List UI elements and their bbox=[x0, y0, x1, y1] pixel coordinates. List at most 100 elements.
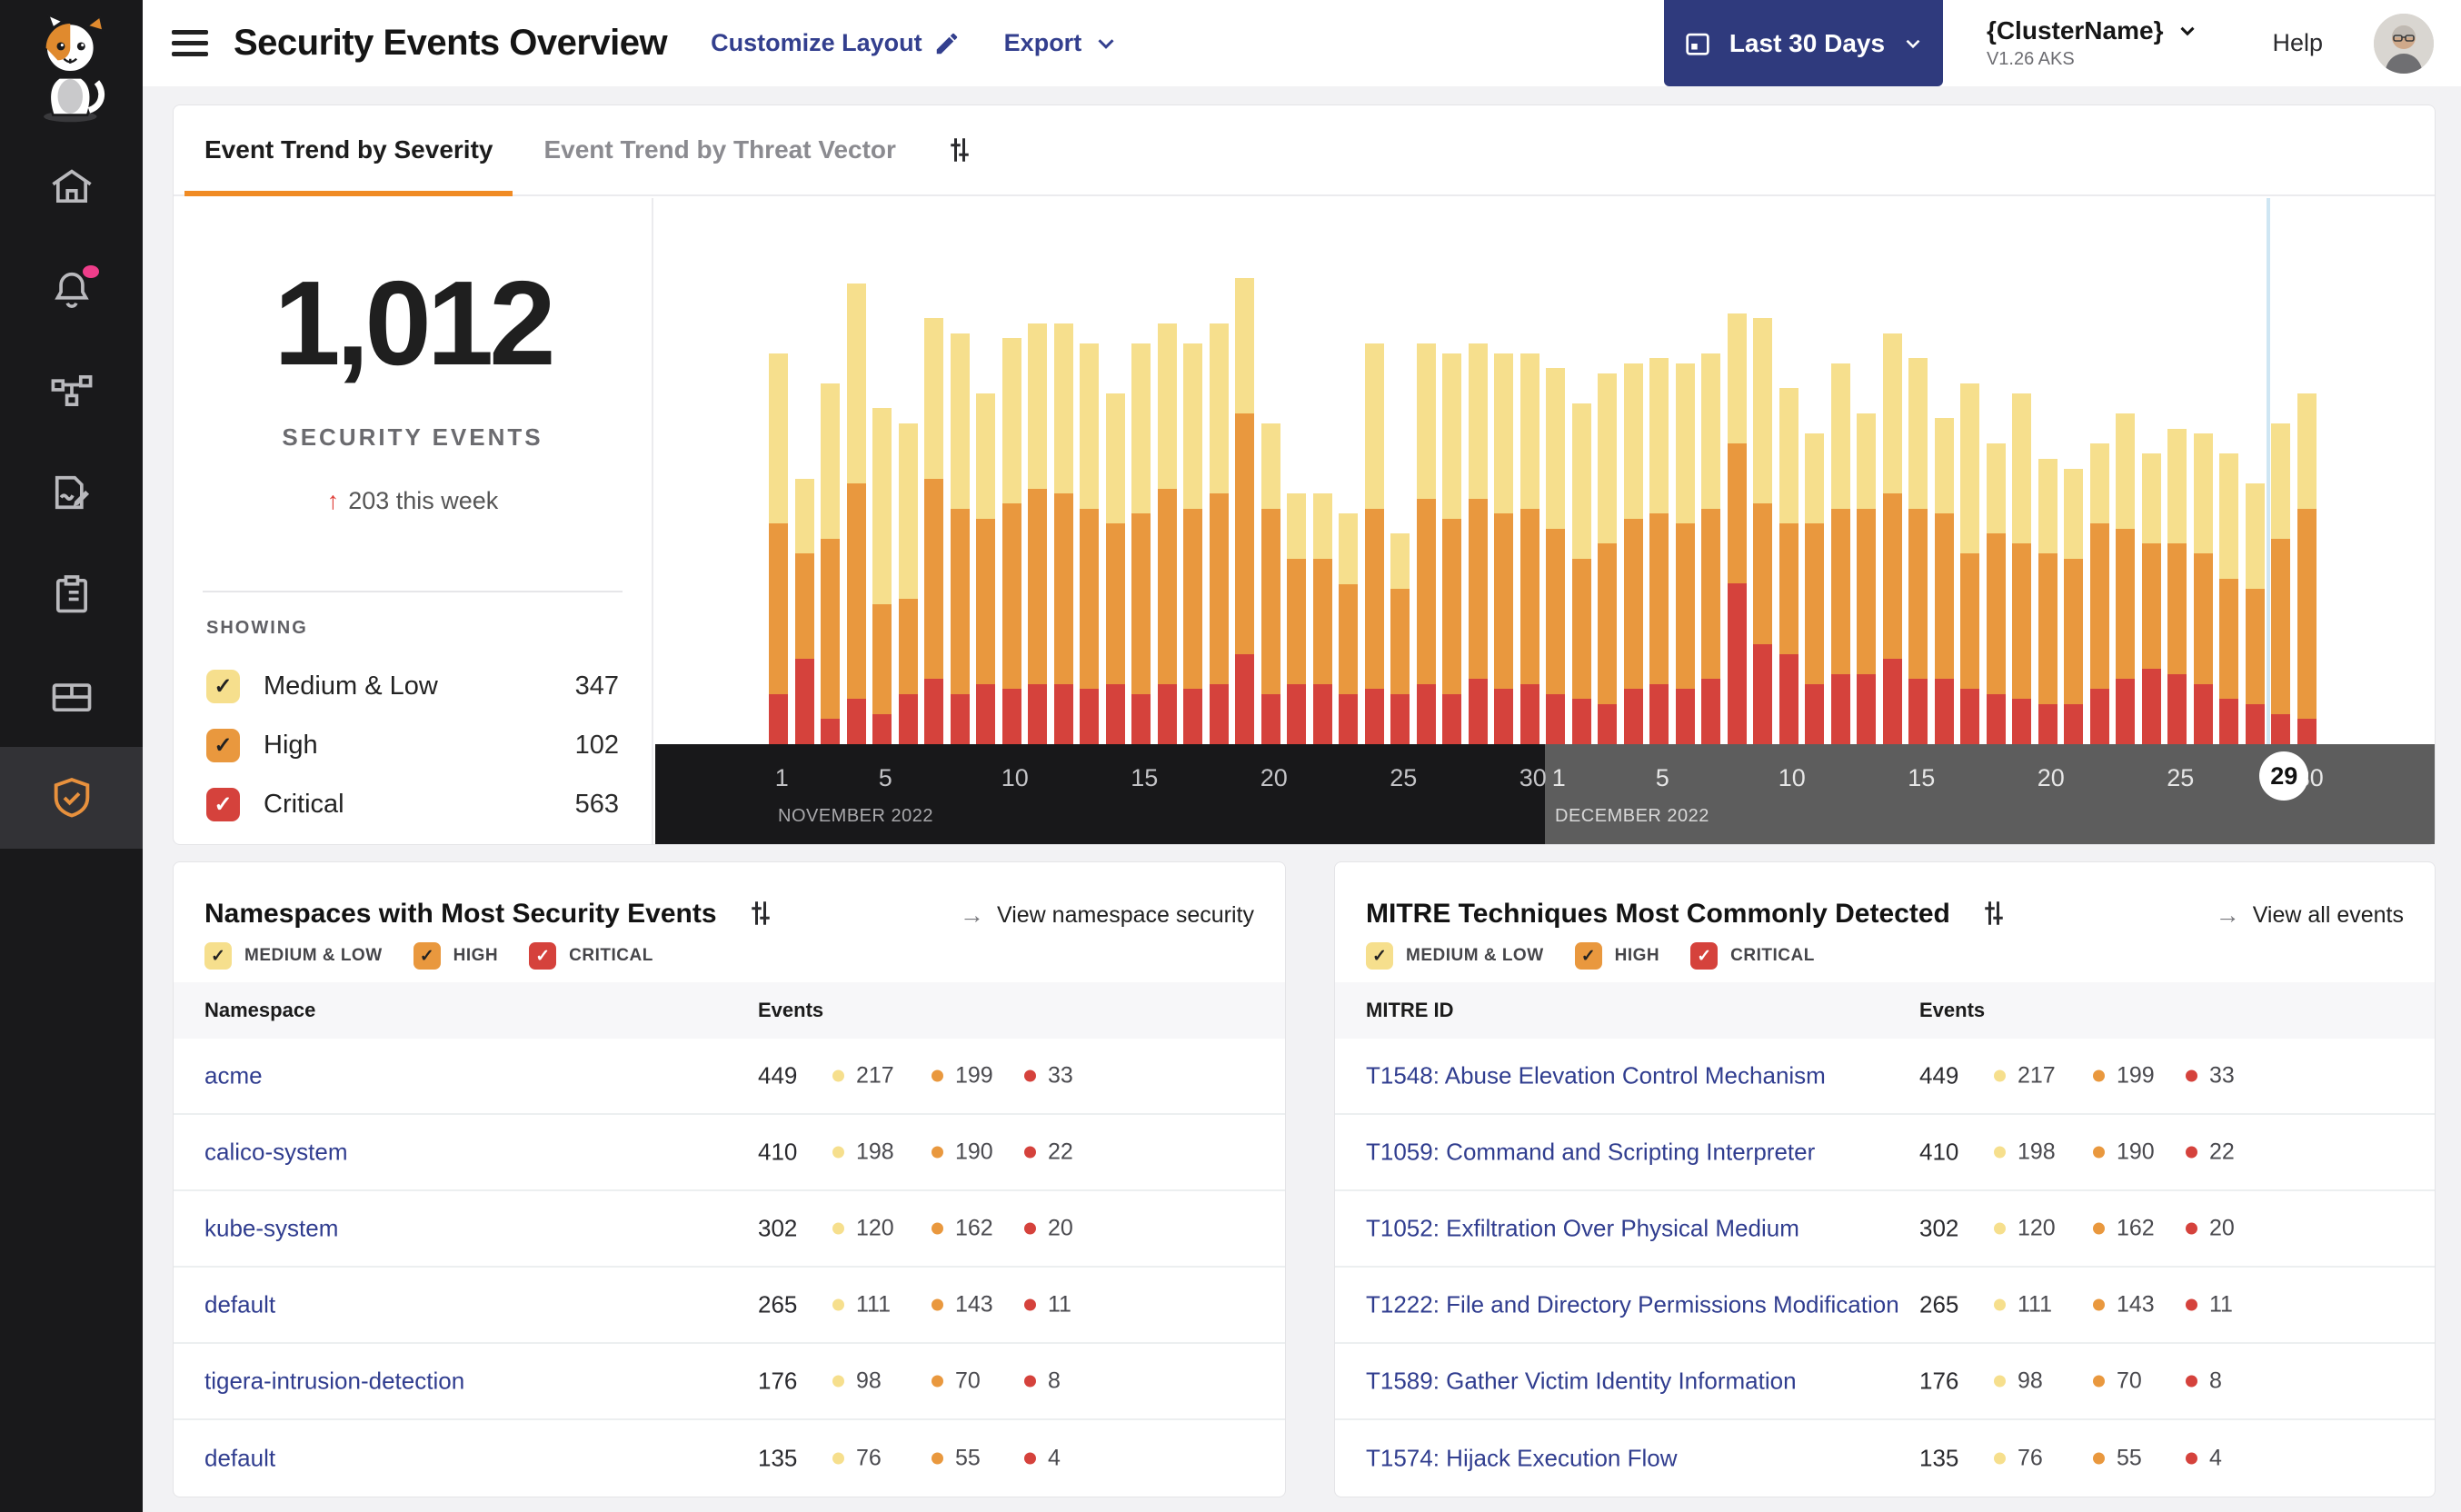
chart-bar[interactable] bbox=[1571, 403, 1591, 744]
tab-event-trend-by-severity[interactable]: Event Trend by Severity bbox=[184, 105, 513, 196]
help-link[interactable]: Help bbox=[2272, 29, 2323, 56]
chart-bar[interactable] bbox=[1986, 443, 2006, 744]
sidebar-item-home[interactable] bbox=[0, 136, 143, 238]
chart-bar[interactable] bbox=[976, 393, 995, 744]
view-namespace-security-link[interactable]: → View namespace security bbox=[959, 901, 1254, 929]
chart-bar[interactable] bbox=[1442, 353, 1461, 744]
chart-bar[interactable] bbox=[1519, 353, 1539, 744]
chart-bar[interactable] bbox=[846, 283, 866, 744]
chart-bar[interactable] bbox=[2245, 483, 2265, 744]
chart-bar[interactable] bbox=[1390, 533, 1410, 744]
critical-checkbox[interactable]: ✓ bbox=[1690, 942, 1719, 970]
mitre-technique-link[interactable]: T1548: Abuse Elevation Control Mechanism bbox=[1366, 1061, 1826, 1089]
chart-bar[interactable] bbox=[1753, 318, 1772, 744]
chart-bar[interactable] bbox=[1701, 353, 1720, 744]
chart-bar[interactable] bbox=[1908, 358, 1928, 744]
chart-bar[interactable] bbox=[1053, 323, 1073, 744]
view-all-events-link[interactable]: → View all events bbox=[2215, 901, 2404, 929]
card-settings-icon[interactable] bbox=[744, 897, 777, 930]
chart-bar[interactable] bbox=[1494, 353, 1513, 744]
high-checkbox[interactable]: ✓ bbox=[413, 942, 441, 970]
chart-bar[interactable] bbox=[924, 318, 943, 744]
chart-bar[interactable] bbox=[1339, 513, 1358, 744]
namespace-link[interactable]: acme bbox=[204, 1061, 263, 1089]
high-checkbox[interactable]: ✓ bbox=[1574, 942, 1602, 970]
chart-bar[interactable] bbox=[1934, 418, 1954, 744]
medium-low-checkbox[interactable]: ✓ bbox=[206, 670, 240, 703]
critical-checkbox[interactable]: ✓ bbox=[206, 788, 240, 821]
sidebar-item-service-graph[interactable] bbox=[0, 340, 143, 442]
chart-bar[interactable] bbox=[1857, 413, 1876, 744]
chart-bar[interactable] bbox=[1778, 388, 1798, 744]
current-day-marker[interactable]: 29 bbox=[2259, 751, 2309, 801]
avatar[interactable] bbox=[2374, 13, 2434, 74]
chart-bar[interactable] bbox=[2219, 453, 2238, 744]
chart-bar[interactable] bbox=[794, 478, 814, 744]
chart-bar[interactable] bbox=[1001, 338, 1021, 744]
chart-bar[interactable] bbox=[872, 408, 892, 744]
chart-bar[interactable] bbox=[1183, 343, 1202, 744]
chart-bar[interactable] bbox=[1598, 373, 1617, 744]
namespace-link[interactable]: default bbox=[204, 1290, 276, 1318]
chart-bar[interactable] bbox=[1260, 423, 1280, 744]
mitre-technique-link[interactable]: T1574: Hijack Execution Flow bbox=[1366, 1444, 1678, 1472]
chart-bar[interactable] bbox=[1364, 343, 1384, 744]
namespace-link[interactable]: kube-system bbox=[204, 1214, 339, 1242]
menu-icon[interactable] bbox=[172, 30, 208, 56]
date-range-button[interactable]: Last 30 Days bbox=[1663, 0, 1943, 86]
chart-bar[interactable] bbox=[2297, 393, 2317, 744]
tab-event-trend-by-threat-vector[interactable]: Event Trend by Threat Vector bbox=[543, 135, 896, 164]
chart-bar[interactable] bbox=[2038, 458, 2057, 744]
cluster-selector[interactable]: {ClusterName} V1.26 AKS bbox=[1987, 16, 2200, 70]
chart-bar[interactable] bbox=[1157, 323, 1177, 744]
chart-bar[interactable] bbox=[1312, 493, 1332, 744]
chart-bar[interactable] bbox=[1805, 433, 1824, 744]
chart-bar[interactable] bbox=[1080, 343, 1099, 744]
chart-bar[interactable] bbox=[898, 423, 918, 744]
chart-bar[interactable] bbox=[950, 333, 970, 744]
namespace-link[interactable]: tigera-intrusion-detection bbox=[204, 1367, 465, 1395]
chart-bar[interactable] bbox=[1209, 323, 1229, 744]
sidebar-item-alerts[interactable] bbox=[0, 238, 143, 340]
export-link[interactable]: Export bbox=[1004, 29, 1121, 57]
chart-bar[interactable] bbox=[2271, 423, 2290, 744]
chart-bar[interactable] bbox=[1235, 278, 1254, 744]
sidebar-item-workloads[interactable] bbox=[0, 645, 143, 747]
chart-bar[interactable] bbox=[2193, 433, 2213, 744]
namespace-link[interactable]: default bbox=[204, 1444, 276, 1472]
chart-bar[interactable] bbox=[1546, 368, 1565, 744]
chart-bar[interactable] bbox=[1727, 313, 1747, 744]
mitre-technique-link[interactable]: T1222: File and Directory Permissions Mo… bbox=[1366, 1290, 1899, 1318]
chart-bar[interactable] bbox=[2012, 393, 2031, 744]
chart-bar[interactable] bbox=[1830, 363, 1850, 744]
chart-bar[interactable] bbox=[769, 353, 788, 744]
medium-low-checkbox[interactable]: ✓ bbox=[204, 942, 232, 970]
high-checkbox[interactable]: ✓ bbox=[206, 729, 240, 762]
chart-bar[interactable] bbox=[2089, 443, 2109, 744]
chart-bar[interactable] bbox=[1468, 343, 1488, 744]
chart-bar[interactable] bbox=[1105, 393, 1125, 744]
chart-bar[interactable] bbox=[2064, 468, 2083, 744]
medium-low-checkbox[interactable]: ✓ bbox=[1366, 942, 1393, 970]
namespace-link[interactable]: calico-system bbox=[204, 1138, 348, 1166]
sidebar-item-compliance-reports[interactable] bbox=[0, 543, 143, 645]
chart-bar[interactable] bbox=[1287, 493, 1306, 744]
chart-bar[interactable] bbox=[1416, 343, 1436, 744]
chart-bar[interactable] bbox=[1131, 343, 1151, 744]
mitre-technique-link[interactable]: T1589: Gather Victim Identity Informatio… bbox=[1366, 1367, 1797, 1395]
sidebar-item-policies[interactable] bbox=[0, 442, 143, 543]
customize-layout-link[interactable]: Customize Layout bbox=[711, 29, 961, 57]
mitre-technique-link[interactable]: T1059: Command and Scripting Interpreter bbox=[1366, 1138, 1816, 1166]
chart-bar[interactable] bbox=[1960, 383, 1979, 744]
chart-bar[interactable] bbox=[821, 383, 840, 744]
chart-bar[interactable] bbox=[2116, 413, 2135, 744]
chart-bar[interactable] bbox=[2141, 453, 2161, 744]
chart-bar[interactable] bbox=[1028, 323, 1047, 744]
chart-settings-icon[interactable] bbox=[943, 134, 976, 166]
chart-bar[interactable] bbox=[1623, 363, 1643, 744]
sidebar-item-threat-defense[interactable] bbox=[0, 747, 143, 849]
chart-bar[interactable] bbox=[1649, 358, 1669, 744]
chart-bar[interactable] bbox=[1675, 363, 1695, 744]
critical-checkbox[interactable]: ✓ bbox=[529, 942, 557, 970]
chart-bar[interactable] bbox=[1882, 333, 1902, 744]
